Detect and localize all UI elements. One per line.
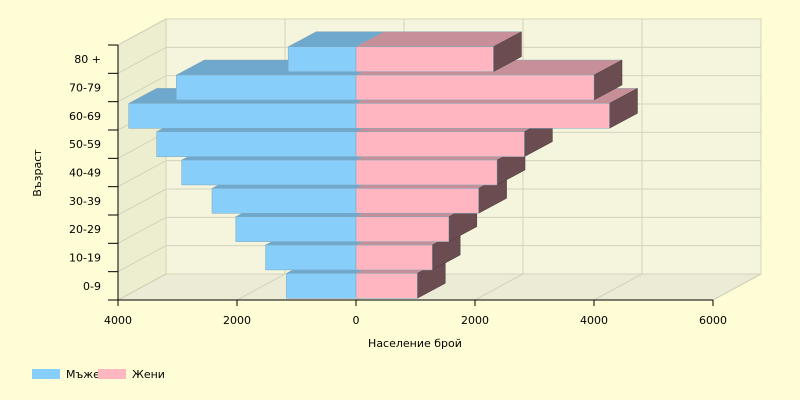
bar-male-7 [176,59,385,101]
bar-female-6-face [355,103,610,129]
bar-female-1-face [355,244,433,271]
grid-line-floor [474,273,524,301]
bar-female-8-top [355,31,522,47]
bar-male-0-face [286,273,357,299]
bar-male-2-face [235,216,357,242]
bar-male-7-face [176,74,357,101]
bar-female-4-face [355,159,498,186]
legend-label-female: Жени [132,368,165,381]
x-tick-label: 2000 [461,314,489,327]
bar-male-1-face [265,244,357,271]
y-tick-label: 80 + [74,53,101,66]
bar-female-5-face [355,131,525,157]
bar-male-4-face [181,159,357,186]
bar-male-8-face [287,46,357,72]
grid-line-floor [593,273,643,301]
grid-line-floor [117,273,167,301]
legend-swatch-male [32,369,60,379]
grid-line-side [117,18,167,46]
y-tick-label: 30-39 [69,195,101,208]
bar-female-0-face [355,273,418,299]
legend: Мъже Жени [32,368,165,381]
y-tick-label: 10-19 [69,252,101,265]
grid-line-side [117,46,167,74]
y-axis-label: Възраст [31,149,44,197]
y-tick-label: 20-29 [69,223,101,236]
y-tick-label: 50-59 [69,138,101,151]
x-tick-label: 4000 [104,314,132,327]
x-tick-label: 6000 [699,314,727,327]
bar-male-8 [287,31,385,72]
grid-line-side [117,216,167,244]
legend-swatch-female [98,369,126,379]
y-tick-label: 0-9 [83,280,101,293]
bar-male-5-face [156,131,357,157]
legend-label-male: Мъже [66,368,100,381]
grid-line-side [117,245,167,273]
x-tick-label: 2000 [223,314,251,327]
bar-female-2-face [355,216,450,242]
x-axis-label: Население брой [368,337,462,350]
grid-line-side [117,75,167,103]
grid-line-floor [236,273,286,301]
left-wall [117,18,167,301]
bar-male-3-face [211,188,357,214]
grid-line-side [117,160,167,188]
y-tick-label: 60-69 [69,110,101,123]
bar-female-8 [355,31,522,73]
y-tick-label: 40-49 [69,167,101,180]
bar-female-8-face [355,46,494,72]
bar-female-7-face [355,74,595,101]
x-tick-label: 0 [353,314,360,327]
bar-female-3-face [355,188,479,214]
bar-male-6-face [128,103,357,129]
x-tick-label: 4000 [580,314,608,327]
grid-line-side [117,188,167,216]
y-tick-label: 70-79 [69,82,101,95]
grid-line-floor [712,273,762,301]
